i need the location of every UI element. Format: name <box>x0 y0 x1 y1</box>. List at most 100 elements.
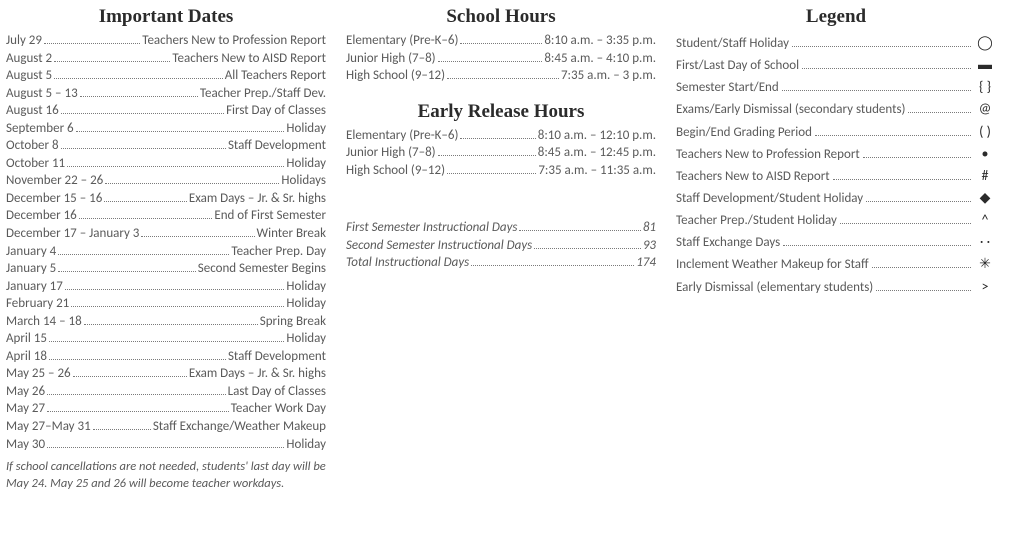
dot-leader-row: Total Instructional Days174 <box>346 254 656 272</box>
legend-label: Teacher Prep./Student Holiday <box>676 211 837 231</box>
date-event: Spring Break <box>260 313 326 331</box>
dot-leader-row: December 15 – 16Exam Days – Jr. & Sr. hi… <box>6 190 326 208</box>
dot-leader-row: Second Semester Instructional Days93 <box>346 237 656 255</box>
date-label: July 29 <box>6 32 42 50</box>
date-label: March 14 – 18 <box>6 313 82 331</box>
dot-leader-row: Elementary (Pre-K–6)8:10 a.m. – 3:35 p.m… <box>346 32 656 50</box>
dot-leader-row: April 18 Staff Development <box>6 348 326 366</box>
dot-leader <box>815 135 971 136</box>
dot-leader <box>460 43 542 44</box>
date-event: Holidays <box>281 172 326 190</box>
legend-symbol: • <box>974 143 996 165</box>
dot-leader <box>447 173 536 174</box>
dot-leader <box>47 447 284 448</box>
dot-leader-row: October 8 Staff Development <box>6 137 326 155</box>
dot-leader <box>863 157 971 158</box>
dot-leader-row: August 5 – 13Teacher Prep./Staff Dev. <box>6 85 326 103</box>
dot-leader <box>447 78 559 79</box>
date-event: Exam Days – Jr. & Sr. highs <box>189 365 326 383</box>
dot-leader-row: September 6Holiday <box>6 120 326 138</box>
date-label: November 22 – 26 <box>6 172 103 190</box>
date-event: Staff Exchange/Weather Makeup <box>153 418 326 436</box>
important-dates-heading: Important Dates <box>6 6 326 28</box>
dot-leader <box>49 359 226 360</box>
dot-leader <box>49 341 284 342</box>
date-event: Holiday <box>286 436 326 454</box>
date-label: October 8 <box>6 137 59 155</box>
early-hours-range: 7:35 a.m. – 11:35 a.m. <box>538 162 656 180</box>
dot-leader <box>58 271 195 272</box>
date-event: Teacher Work Day <box>231 400 326 418</box>
hours-range: 8:45 a.m. – 4:10 p.m. <box>544 50 656 68</box>
grade-level: Elementary (Pre-K–6) <box>346 32 458 50</box>
dot-leader-row: May 26 Last Day of Classes <box>6 383 326 401</box>
date-event: Last Day of Classes <box>228 383 326 401</box>
legend-label: Student/Staff Holiday <box>676 34 789 54</box>
legend-row: First/Last Day of School▬ <box>676 54 996 76</box>
date-event: End of First Semester <box>214 207 326 225</box>
date-label: April 15 <box>6 330 47 348</box>
early-hours-range: 8:45 a.m. – 12:45 p.m. <box>538 144 656 162</box>
date-label: December 16 <box>6 207 77 225</box>
instructional-label: First Semester Instructional Days <box>346 219 517 237</box>
date-label: February 21 <box>6 295 69 313</box>
date-label: January 5 <box>6 260 56 278</box>
legend-row: Staff Exchange Days· · <box>676 231 996 253</box>
dot-leader-row: April 15Holiday <box>6 330 326 348</box>
legend-label: Staff Exchange Days <box>676 233 780 253</box>
dot-leader <box>65 289 285 290</box>
date-label: April 18 <box>6 348 47 366</box>
dot-leader-row: High School (9–12) 7:35 a.m. – 11:35 a.m. <box>346 162 656 180</box>
dot-leader <box>460 138 535 139</box>
legend-row: Teacher Prep./Student Holiday^ <box>676 209 996 231</box>
dot-leader-row: First Semester Instructional Days81 <box>346 219 656 237</box>
dot-leader <box>104 201 187 202</box>
legend-label: Semester Start/End <box>676 78 779 98</box>
legend-row: Staff Development/Student Holiday ◆ <box>676 187 996 209</box>
legend-label: Teachers New to Profession Report <box>676 145 860 165</box>
date-label: January 17 <box>6 278 63 296</box>
dot-leader <box>141 236 254 237</box>
legend-label: Early Dismissal (elementary students) <box>676 278 873 298</box>
dot-leader <box>47 411 229 412</box>
dot-leader <box>44 43 140 44</box>
legend-symbol: { } <box>974 76 996 98</box>
legend-label: Staff Development/Student Holiday <box>676 189 863 209</box>
legend-label: Inclement Weather Makeup for Staff <box>676 255 869 275</box>
dot-leader <box>54 78 223 79</box>
early-release-list: Elementary (Pre-K–6)8:10 a.m. – 12:10 p.… <box>346 127 656 180</box>
legend-label: Begin/End Grading Period <box>676 123 812 143</box>
date-label: May 26 <box>6 383 45 401</box>
legend-column: Legend Student/Staff Holiday◯First/Last … <box>666 6 996 527</box>
date-event: Winter Break <box>257 225 326 243</box>
dot-leader-row: High School (9–12)7:35 a.m. – 3 p.m. <box>346 67 656 85</box>
dot-leader-row: October 11Holiday <box>6 155 326 173</box>
grade-level: Elementary (Pre-K–6) <box>346 127 458 145</box>
hours-column: School Hours Elementary (Pre-K–6)8:10 a.… <box>336 6 666 527</box>
date-label: January 4 <box>6 243 56 261</box>
grade-level: High School (9–12) <box>346 162 445 180</box>
legend-symbol: ◯ <box>974 32 996 54</box>
legend-symbol: @ <box>974 98 996 120</box>
school-hours-list: Elementary (Pre-K–6)8:10 a.m. – 3:35 p.m… <box>346 32 656 85</box>
dot-leader <box>54 61 170 62</box>
date-event: Staff Development <box>228 348 326 366</box>
legend-label: Exams/Early Dismissal (secondary student… <box>676 100 905 120</box>
dot-leader-row: January 5Second Semester Begins <box>6 260 326 278</box>
dot-leader <box>866 201 971 202</box>
dot-leader <box>73 376 187 377</box>
dot-leader <box>80 96 198 97</box>
instructional-count: 93 <box>643 237 656 255</box>
legend-symbol: ◆ <box>974 187 996 209</box>
date-event: Staff Development <box>228 137 326 155</box>
grade-level: Junior High (7–8) <box>346 50 436 68</box>
dot-leader <box>105 183 279 184</box>
dot-leader-row: August 2Teachers New to AISD Report <box>6 50 326 68</box>
dot-leader <box>833 179 971 180</box>
important-dates-list: July 29Teachers New to Profession Report… <box>6 32 326 453</box>
dot-leader-row: May 30Holiday <box>6 436 326 454</box>
dot-leader-row: January 4Teacher Prep. Day <box>6 243 326 261</box>
date-event: Holiday <box>286 155 326 173</box>
dot-leader-row: Junior High (7–8)8:45 a.m. – 12:45 p.m. <box>346 144 656 162</box>
dot-leader <box>471 265 634 266</box>
